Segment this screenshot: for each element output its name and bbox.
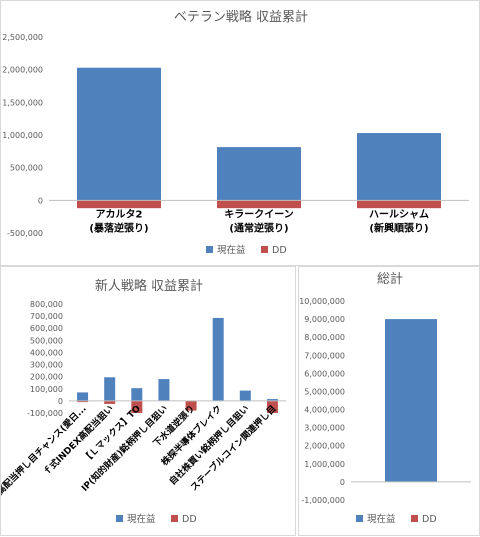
bar-dd (104, 400, 116, 404)
veteran-chart: ベテラン戦略 収益累計 2,500,000 2,000,000 1,500,000 1,… (2, 9, 469, 256)
legend-swatch-dd (411, 515, 418, 522)
category-label: (新興順張り) (369, 221, 428, 234)
chart-title: 総計 (377, 271, 403, 287)
bar-current (217, 147, 301, 201)
legend-swatch-current (356, 515, 363, 522)
category-label: (通常逆張り) (229, 221, 288, 234)
newbie-chart: 新人戦略 収益累計 800,000 700,000 600,000 500,000 400… (1, 278, 286, 525)
bar-dd (77, 200, 161, 209)
y-tick-label: 3,000,000 (304, 424, 345, 433)
legend-swatch-dd (261, 246, 268, 253)
bar-current (239, 390, 251, 401)
y-tick-label: 500,000 (10, 164, 43, 173)
legend-label-current: 現在益 (217, 244, 246, 256)
newbie-chart-panel: 新人戦略 収益累計 800,000 700,000 600,000 500,000 400… (0, 266, 296, 536)
legend-label-dd: DD (272, 245, 287, 256)
bar-current (357, 133, 441, 201)
y-tick-label: 9,000,000 (304, 315, 345, 324)
legend-swatch-current (116, 515, 123, 522)
legend-label-current: 現在益 (367, 513, 396, 525)
bar-dd (131, 400, 143, 413)
bar-current (104, 377, 116, 401)
category-label: ハールシャム (369, 208, 429, 220)
y-tick-label: -1,000,000 (301, 496, 345, 505)
y-tick-label: -500,000 (7, 229, 43, 238)
y-tick-label: 5,000,000 (304, 387, 345, 396)
category-label: (暴落逆張り) (89, 221, 148, 234)
chart-title: ベテラン戦略 収益累計 (174, 9, 308, 25)
y-tick-label: 2,000,000 (2, 66, 43, 75)
bar-current (77, 67, 161, 201)
bar-dd (266, 400, 278, 413)
bar-dd (77, 400, 89, 403)
bar-current (77, 392, 89, 401)
y-tick-label: 0 (58, 397, 63, 406)
y-tick-label: 600,000 (30, 324, 63, 333)
y-tick-label: 200,000 (30, 373, 63, 382)
y-tick-label: 0 (340, 478, 345, 487)
y-tick-label: 700,000 (30, 312, 63, 321)
bar-current (212, 317, 224, 401)
legend-swatch-dd (171, 515, 178, 522)
y-tick-label: 4,000,000 (304, 406, 345, 415)
y-tick-label: 1,500,000 (2, 98, 43, 107)
legend-swatch-current (206, 246, 213, 253)
legend-label-current: 現在益 (127, 513, 156, 525)
y-tick-label: 8,000,000 (304, 333, 345, 342)
y-tick-label: 1,000,000 (304, 460, 345, 469)
y-tick-label: 400,000 (30, 348, 63, 357)
bar-dd (357, 200, 441, 209)
category-label: アカルタ2 (96, 208, 143, 220)
y-tick-label: 7,000,000 (304, 351, 345, 360)
bar-dd (185, 400, 197, 411)
bar-current (158, 379, 170, 401)
bar-current (266, 399, 278, 401)
y-tick-label: 10,000,000 (299, 297, 345, 306)
y-tick-label: 500,000 (30, 336, 63, 345)
bar-dd (217, 200, 301, 209)
veteran-chart-panel: ベテラン戦略 収益累計 2,500,000 2,000,000 1,500,000 1,… (0, 0, 480, 266)
total-chart-panel: 総計 10,000,000 9,000,000 8,000,000 7,000,000 6… (298, 266, 480, 536)
y-tick-label: 2,000,000 (304, 442, 345, 451)
y-tick-label: 300,000 (30, 361, 63, 370)
chart-title: 新人戦略 収益累計 (95, 278, 203, 294)
y-tick-label: -100,000 (27, 409, 63, 418)
y-tick-label: 6,000,000 (304, 369, 345, 378)
total-chart: 総計 10,000,000 9,000,000 8,000,000 7,000,000 6… (299, 271, 471, 525)
y-tick-label: 1,000,000 (2, 131, 43, 140)
bar-current (131, 388, 143, 401)
legend-label-dd: DD (422, 514, 437, 525)
legend-label-dd: DD (182, 514, 197, 525)
y-tick-label: 2,500,000 (2, 33, 43, 42)
y-tick-label: 100,000 (30, 385, 63, 394)
y-tick-label: 0 (38, 196, 43, 205)
bar-current (385, 319, 437, 482)
category-label: キラークイーン (224, 208, 294, 220)
y-tick-label: 800,000 (30, 300, 63, 309)
